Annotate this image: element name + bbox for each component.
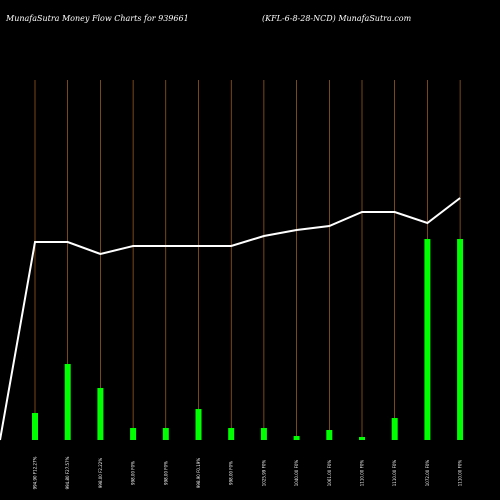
money-flow-bar (260, 428, 267, 440)
money-flow-bar (391, 418, 398, 440)
money-flow-bar (97, 388, 104, 440)
chart-title-right: (KFL-6-8-28-NCD) MunafaSutra.com (262, 14, 412, 23)
money-flow-bar (32, 413, 38, 440)
x-tick-label: 1110.00 F0% (458, 460, 463, 487)
x-tick-label: 998.00 F0% (229, 461, 234, 485)
money-flow-bar (130, 428, 137, 440)
money-flow-bar (359, 437, 365, 440)
x-tick-label: 998.00 F2.22% (98, 458, 103, 488)
x-tick-label: 1040.00 F0% (294, 460, 299, 487)
x-tick-label: 1110.00 F0% (360, 460, 365, 487)
money-flow-bar (457, 239, 464, 440)
chart-header: MunafaSutra Money Flow Charts for 939661… (0, 14, 500, 28)
x-tick-label: 1025.99 F0% (261, 460, 266, 487)
money-flow-bar (195, 409, 202, 440)
x-tick-label: 1110.00 F0% (392, 460, 397, 487)
chart-title-left: MunafaSutra Money Flow Charts for 939661 (6, 14, 189, 23)
x-tick-label: 1072.00 F0% (425, 460, 430, 487)
x-tick-label: 998.00 F0% (163, 461, 168, 485)
money-flow-bar (424, 239, 431, 440)
money-flow-bar (162, 428, 169, 440)
x-tick-label: 998.90 F0.19% (196, 458, 201, 488)
money-flow-bar (228, 428, 235, 440)
x-tick-label: 1061.00 F0% (327, 460, 332, 487)
x-tick-label: 994.90 F12.27% (33, 456, 38, 489)
money-flow-bar (293, 436, 300, 440)
x-tick-label: 994.80 F27.57% (65, 456, 70, 489)
x-tick-label: 998.00 F0% (131, 461, 136, 485)
money-flow-bar (64, 364, 71, 440)
money-flow-bar (326, 430, 333, 440)
